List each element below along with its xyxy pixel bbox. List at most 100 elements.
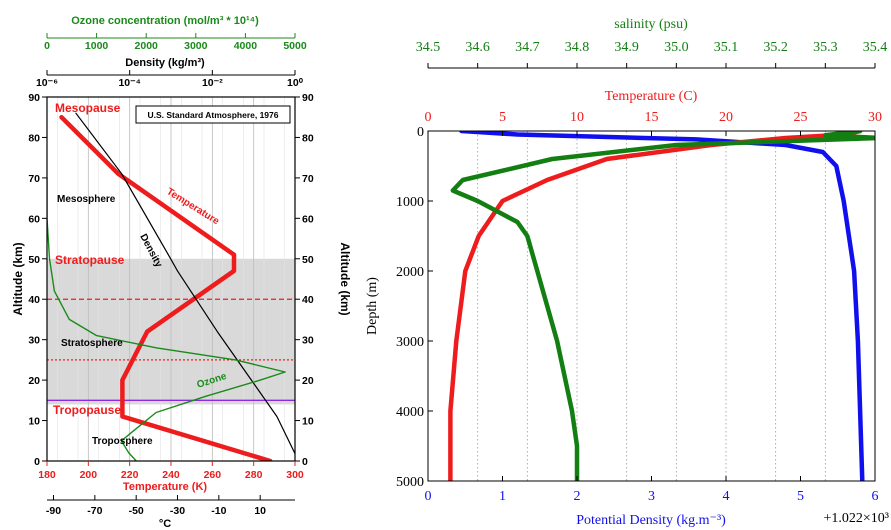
- temperature-k-axis-label: Temperature (K): [123, 481, 207, 493]
- density-series-line: [75, 112, 295, 455]
- altitude-left-tick-label: 80: [28, 132, 40, 144]
- altitude-right-tick-label: 80: [302, 132, 314, 144]
- celsius-tick-label: -50: [129, 505, 144, 517]
- salinity-tick-label: 35.0: [664, 40, 689, 55]
- altitude-right-tick-label: 0: [302, 456, 308, 468]
- salinity-tick-label: 34.5: [416, 40, 441, 55]
- altitude-right-tick-label: 60: [302, 213, 314, 225]
- density-tick-label: 10⁻²: [202, 77, 223, 89]
- salinity-tick-label: 34.7: [515, 40, 540, 55]
- potential-density-series-line: [459, 131, 865, 481]
- temperature-k-tick-label: 220: [121, 469, 139, 481]
- ocean-temperature-tick-label: 0: [425, 110, 432, 125]
- temperature-k-tick-label: 200: [80, 469, 98, 481]
- potential-density-tick-label: 6: [872, 489, 879, 504]
- ocean-temperature-tick-label: 15: [645, 110, 659, 125]
- density-axis-label: Density (kg/m³): [125, 57, 205, 69]
- salinity-tick-label: 34.8: [565, 40, 590, 55]
- depth-tick-label: 3000: [396, 335, 424, 350]
- atmosphere-reference-lines: [47, 298, 295, 402]
- altitude-right-tick-label: 50: [302, 254, 314, 266]
- depth-tick-label: 2000: [396, 265, 424, 280]
- altitude-right-tick-label: 20: [302, 375, 314, 387]
- celsius-tick-label: -70: [87, 505, 102, 517]
- ozone-series-line: [47, 177, 286, 461]
- potential-density-tick-label: 2: [574, 489, 581, 504]
- ocean-temperature-tick-label: 20: [719, 110, 733, 125]
- altitude-left-tick-label: 30: [28, 335, 40, 347]
- altitude-right-tick-label: 90: [302, 92, 314, 104]
- celsius-tick-label: -90: [46, 505, 61, 517]
- ocean-temperature-tick-label: 5: [499, 110, 506, 125]
- ocean-profile-chart: 34.5 34.6 34.7 34.8 34.9 35.0 35.1 35.2 35.3 35.4…: [365, 17, 889, 528]
- ozone-tick-label: 4000: [234, 40, 258, 52]
- altitude-left-tick-label: 70: [28, 173, 40, 185]
- atmosphere-series: [47, 112, 295, 461]
- altitude-right-tick-label: 30: [302, 335, 314, 347]
- ocean-temperature-series-line: [448, 131, 863, 481]
- potential-density-offset-label: +1.022×10³: [824, 511, 890, 526]
- density-tick-label: 10⁰: [287, 77, 304, 89]
- altitude-left-axis-label: Altitude (km): [11, 242, 25, 315]
- celsius-tick-label: 10: [254, 505, 266, 517]
- mesosphere-label: Mesosphere: [57, 194, 116, 205]
- altitude-left-tick-label: 50: [28, 254, 40, 266]
- salinity-tick-label: 35.3: [813, 40, 838, 55]
- temperature-k-tick-label: 280: [245, 469, 263, 481]
- density-tick-label: 10⁻⁴: [118, 77, 140, 89]
- potential-density-tick-label: 5: [797, 489, 804, 504]
- temperature-series-line: [59, 114, 273, 461]
- ozone-tick-label: 5000: [283, 40, 307, 52]
- ozone-tick-label: 2000: [135, 40, 159, 52]
- salinity-tick-label: 35.1: [714, 40, 739, 55]
- troposphere-label: Troposphere: [92, 436, 153, 447]
- ozone-tick-label: 1000: [85, 40, 109, 52]
- depth-tick-label: 0: [417, 125, 424, 140]
- chart-title-box: [135, 105, 291, 124]
- depth-tick-label: 4000: [396, 405, 424, 420]
- temperature-k-tick-label: 180: [38, 469, 56, 481]
- mesopause-label: Mesopause: [55, 101, 121, 115]
- ocean-temperature-tick-label: 25: [794, 110, 808, 125]
- salinity-series-line: [450, 131, 875, 481]
- density-tick-label: 10⁻⁶: [36, 77, 58, 89]
- potential-density-axis-label: Potential Density (kg.m⁻³): [576, 513, 726, 528]
- potential-density-tick-label: 3: [648, 489, 655, 504]
- chart-title: U.S. Standard Atmosphere, 1976: [147, 110, 278, 120]
- stratosphere-label: Stratosphere: [61, 338, 123, 349]
- ocean-temperature-tick-label: 30: [868, 110, 882, 125]
- altitude-left-tick-label: 0: [34, 456, 40, 468]
- celsius-tick-label: -30: [170, 505, 185, 517]
- potential-density-tick-label: 4: [723, 489, 730, 504]
- ocean-ticks: 34.5 34.6 34.7 34.8 34.9 35.0 35.1 35.2 35.3 35.4…: [396, 40, 887, 504]
- ozone-axis-label: Ozone concentration (mol/m³ * 10¹⁴): [71, 15, 259, 27]
- salinity-tick-label: 34.6: [465, 40, 490, 55]
- altitude-right-tick-label: 10: [302, 416, 314, 428]
- depth-tick-label: 1000: [396, 195, 424, 210]
- altitude-right-axis-label: Altitude (km): [338, 242, 352, 315]
- potential-density-tick-label: 1: [499, 489, 506, 504]
- ocean-series: [448, 131, 875, 481]
- altitude-left-tick-label: 10: [28, 416, 40, 428]
- salinity-tick-label: 34.9: [614, 40, 639, 55]
- temperature-k-tick-label: 300: [286, 469, 304, 481]
- altitude-left-tick-label: 60: [28, 213, 40, 225]
- altitude-left-tick-label: 90: [28, 92, 40, 104]
- temperature-k-tick-label: 240: [162, 469, 180, 481]
- salinity-tick-label: 35.2: [763, 40, 788, 55]
- altitude-left-tick-label: 40: [28, 294, 40, 306]
- ocean-plot-frame: [427, 130, 876, 482]
- depth-axis-label: Depth (m): [365, 277, 380, 335]
- ozone-tick-label: 3000: [184, 40, 208, 52]
- depth-tick-label: 5000: [396, 475, 424, 490]
- ocean-temperature-tick-label: 10: [570, 110, 584, 125]
- potential-density-tick-label: 0: [425, 489, 432, 504]
- temperature-curve-label: Temperature: [164, 186, 221, 227]
- salinity-axis-label: salinity (psu): [614, 17, 688, 32]
- salinity-tick-label: 35.4: [863, 40, 888, 55]
- temperature-k-tick-label: 260: [204, 469, 222, 481]
- ocean-grid: [477, 131, 826, 481]
